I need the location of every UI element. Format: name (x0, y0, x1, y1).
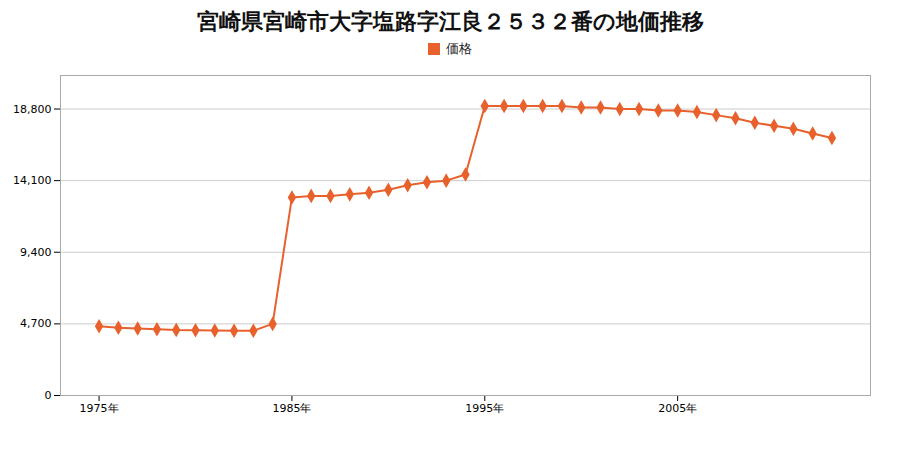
svg-text:1985年: 1985年 (272, 402, 311, 415)
svg-text:14,100: 14,100 (13, 174, 52, 187)
svg-text:4,700: 4,700 (20, 317, 52, 330)
html-text:宮崎県宮崎市大字塩路字江良２５３２番の地価推移: 宮崎県宮崎市大字塩路字江良２５３２番の地価推移 (196, 9, 704, 34)
svg-text:9,400: 9,400 (20, 246, 52, 259)
svg-text:0: 0 (45, 389, 52, 402)
html-text:価格: 価格 (446, 41, 472, 56)
svg-text:18,800: 18,800 (13, 103, 52, 116)
svg-text:2005年: 2005年 (658, 402, 697, 415)
svg-text:1975年: 1975年 (80, 402, 119, 415)
svg-text:1995年: 1995年 (465, 402, 504, 415)
